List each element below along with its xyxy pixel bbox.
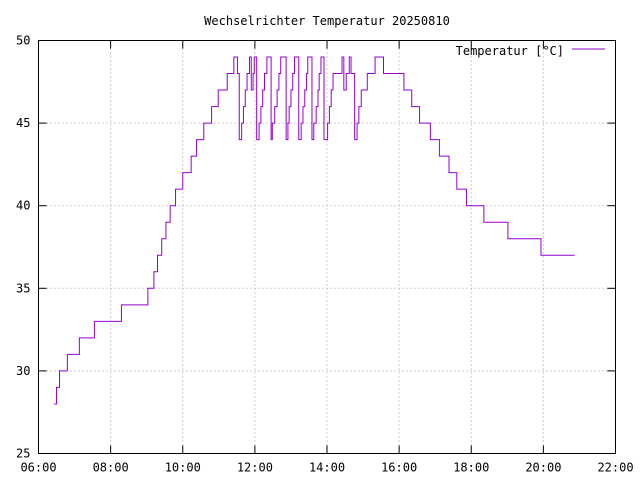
x-tick-label: 22:00 [597,461,633,475]
x-tick-label: 12:00 [237,461,273,475]
x-tick-label: 18:00 [453,461,489,475]
y-tick-label: 25 [16,447,30,461]
series-line-temperature [54,56,575,405]
plot-frame [38,40,616,454]
legend: Temperatur [°C] [456,44,605,58]
x-axis-ticks: 06:00 08:00 10:00 12:00 14:00 16:00 18:00 20:00… [20,40,634,475]
x-tick-label: 06:00 [20,461,56,475]
chart-title: Wechselrichter Temperatur 20250810 [204,14,450,28]
x-tick-label: 14:00 [309,461,345,475]
x-tick-label: 08:00 [93,461,129,475]
grid [38,40,616,454]
y-tick-label: 50 [16,34,30,48]
series-layer [54,56,575,405]
x-tick-label: 16:00 [381,461,417,475]
y-axis-ticks: 25 30 35 40 45 50 [16,34,616,461]
y-tick-label: 30 [16,364,30,378]
legend-label: Temperatur [°C] [456,44,564,58]
x-tick-label: 10:00 [165,461,201,475]
y-tick-label: 35 [16,281,30,295]
y-tick-label: 40 [16,199,30,213]
y-tick-label: 45 [16,116,30,130]
x-tick-label: 20:00 [525,461,561,475]
